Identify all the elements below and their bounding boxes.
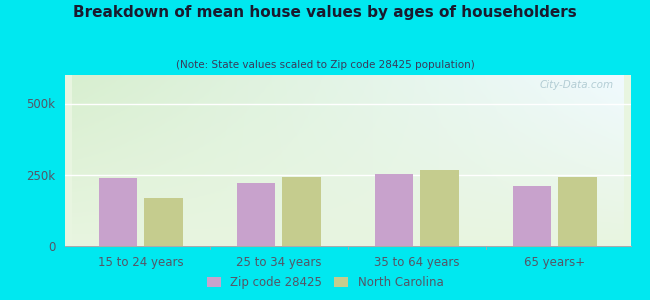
Text: City-Data.com: City-Data.com [540,80,614,90]
Bar [374,174,413,246]
Bar [99,178,137,246]
Bar [144,198,183,246]
Bar [513,186,551,246]
Bar [237,183,276,246]
Legend: Zip code 28425, North Carolina: Zip code 28425, North Carolina [202,272,448,294]
Text: Breakdown of mean house values by ages of householders: Breakdown of mean house values by ages o… [73,4,577,20]
Text: (Note: State values scaled to Zip code 28425 population): (Note: State values scaled to Zip code 2… [176,60,474,70]
Bar [282,177,321,246]
Bar [420,169,459,246]
Bar [558,177,597,246]
